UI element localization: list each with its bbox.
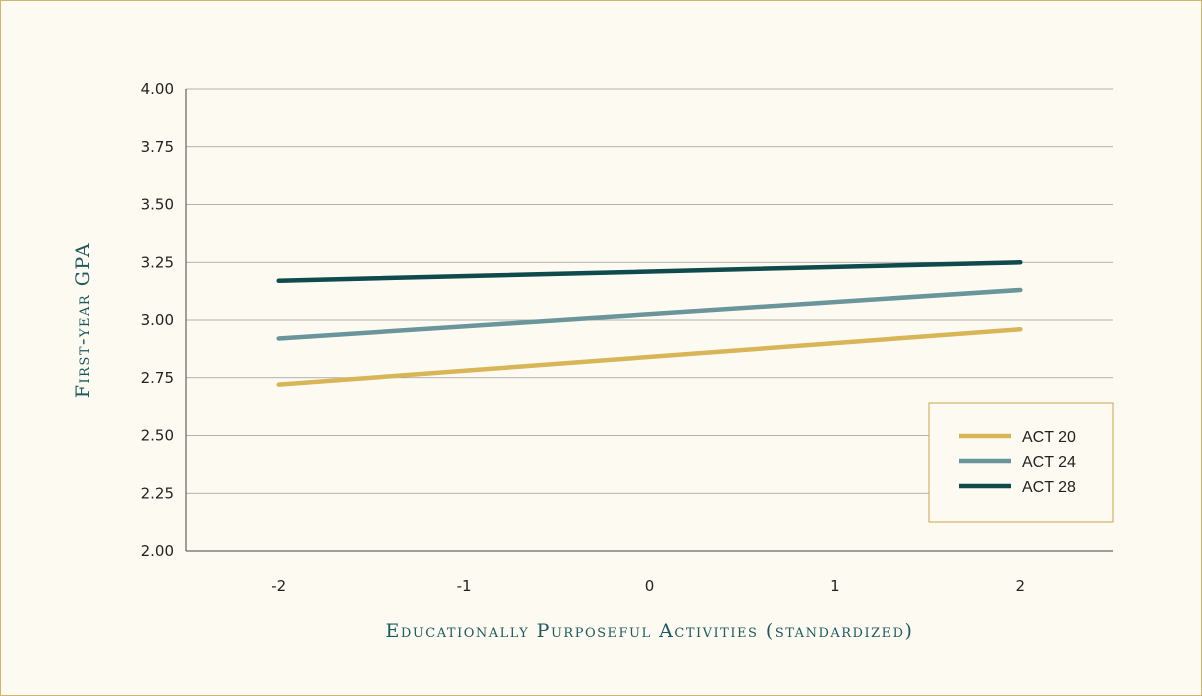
x-tick-label: -1: [457, 577, 472, 595]
y-tick-label: 2.25: [141, 484, 174, 502]
series-line: [276, 260, 1023, 283]
y-tick-labels: 4.00 3.75 3.50 3.25 3.00 2.75 2.50 2.25 2.00: [141, 80, 174, 560]
legend-box: [928, 402, 1114, 523]
x-tick-label: -2: [271, 577, 286, 595]
y-tick-label: 2.50: [141, 427, 174, 445]
legend-label: ACT 24: [1022, 454, 1076, 471]
y-tick-label: 4.00: [141, 80, 174, 98]
x-axis-title: Educationally Purposeful Activities (sta…: [386, 620, 914, 642]
y-tick-label: 3.50: [141, 196, 174, 214]
y-tick-label: 3.25: [141, 253, 174, 271]
x-tick-label: 0: [645, 577, 655, 595]
legend-label: ACT 20: [1022, 429, 1076, 446]
legend-label: ACT 28: [1022, 479, 1076, 496]
y-tick-label: 2.00: [141, 542, 174, 560]
grid-lines: [186, 88, 1113, 494]
y-tick-label: 3.75: [141, 138, 174, 156]
x-tick-label: 1: [830, 577, 840, 595]
series-line: [276, 326, 1023, 387]
x-tick-labels: -2 -1 0 1 2: [271, 577, 1025, 595]
legend: ACT 20 ACT 24 ACT 28: [928, 402, 1114, 523]
series-line: [276, 287, 1023, 341]
y-axis-title: First-year GPA: [72, 242, 94, 398]
series-lines: [276, 260, 1023, 387]
x-tick-label: 2: [1016, 577, 1026, 595]
y-tick-label: 3.00: [141, 311, 174, 329]
y-tick-label: 2.75: [141, 369, 174, 387]
